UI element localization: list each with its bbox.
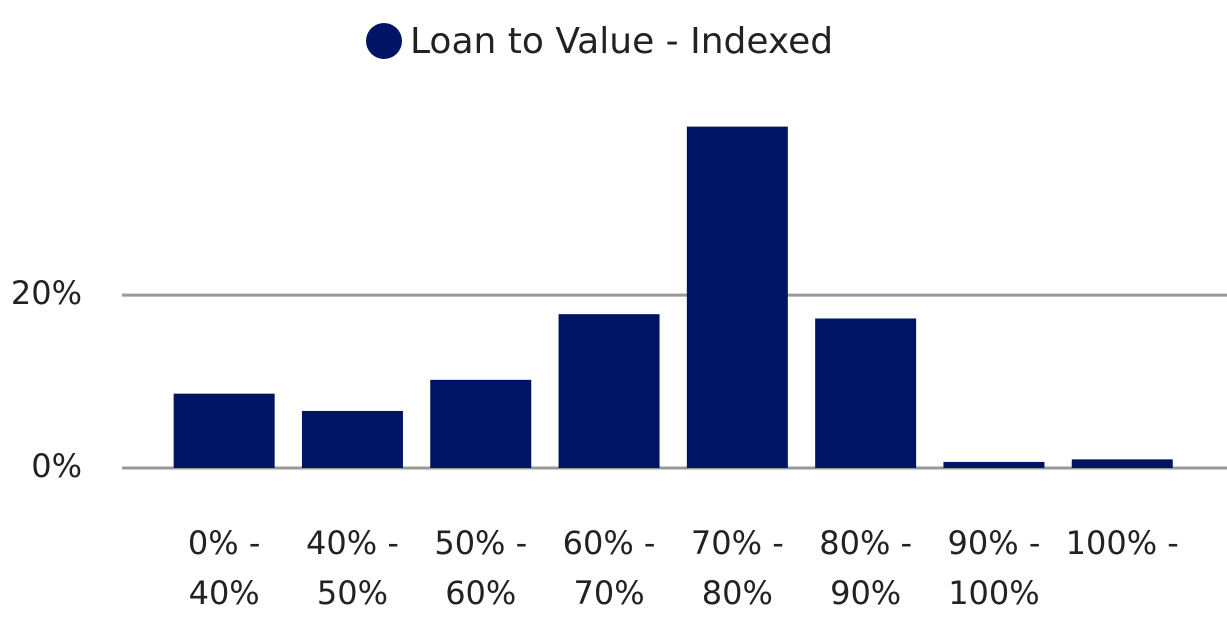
bar	[558, 314, 660, 468]
bar	[430, 379, 532, 468]
bar	[686, 126, 788, 468]
x-tick-label: 50% - 60%	[434, 524, 528, 612]
x-tick-label: 90% - 100%	[947, 524, 1041, 612]
bar	[301, 410, 403, 468]
x-tick-label: 60% - 70%	[562, 524, 656, 612]
bar	[943, 461, 1045, 468]
legend-label: Loan to Value - Indexed	[410, 21, 833, 62]
x-tick-label: 80% - 90%	[819, 524, 913, 612]
x-tick-label: 40% - 50%	[306, 524, 399, 612]
legend-marker	[366, 23, 402, 59]
x-tick-label: 0% - 40%	[187, 524, 261, 612]
x-tick-label: 100% -	[1065, 524, 1179, 562]
x-tick-label: 70% - 80%	[690, 524, 784, 612]
y-tick-label: 0%	[31, 447, 82, 485]
bar	[173, 393, 275, 468]
bar	[815, 318, 917, 468]
bar	[1071, 459, 1173, 468]
y-tick-label: 20%	[11, 274, 82, 312]
